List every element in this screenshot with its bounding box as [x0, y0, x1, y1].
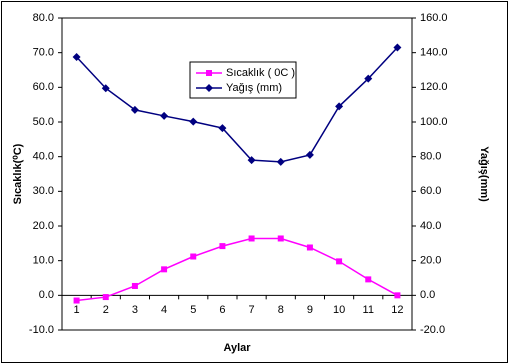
data-point: [131, 282, 138, 289]
y2-tick-label: 20.0: [420, 255, 441, 267]
y2-tick-label: 0.0: [420, 289, 435, 301]
x-tick-label: 11: [363, 304, 374, 316]
y-tick-label: 20.0: [33, 220, 54, 232]
y-tick-label: 70.0: [33, 47, 54, 59]
y2-tick-label: -20.0: [420, 324, 445, 336]
data-point: [219, 243, 226, 250]
data-point: [190, 253, 197, 260]
y-tick-label: 10.0: [33, 255, 54, 267]
data-point: [218, 124, 227, 133]
data-point: [277, 235, 284, 242]
y-tick-label: 40.0: [33, 151, 54, 163]
data-point: [101, 84, 110, 93]
x-tick-label: 9: [307, 304, 313, 316]
data-point: [393, 43, 402, 52]
x-tick-label: 2: [103, 304, 109, 316]
data-point: [305, 150, 314, 159]
plot-area: [61, 17, 413, 331]
y-tick-label: 60.0: [33, 81, 54, 93]
data-point: [72, 53, 81, 61]
data-point: [73, 297, 80, 304]
x-tick-label: 3: [132, 304, 138, 316]
y2-tick-label: 40.0: [420, 220, 441, 232]
x-tick-label: 6: [219, 304, 225, 316]
y-tick-label: 30.0: [33, 185, 54, 197]
x-tick-label: 5: [190, 304, 196, 316]
data-point: [189, 117, 198, 126]
legend-label: Yağış (mm): [226, 82, 282, 94]
data-point: [394, 292, 401, 299]
y2-tick-label: 120.0: [420, 81, 448, 93]
x-tick-label: 8: [278, 304, 284, 316]
y-tick-label: 80.0: [33, 12, 54, 24]
y-tick-label: -10.0: [29, 324, 54, 336]
data-point: [364, 74, 373, 83]
y-axis-title: Sıcaklık(⁰C): [12, 143, 24, 204]
data-point: [336, 258, 343, 265]
legend-box: [189, 61, 297, 99]
y2-tick-label: 80.0: [420, 151, 441, 163]
x-tick-label: 7: [249, 304, 255, 316]
data-point: [102, 294, 109, 301]
data-point: [161, 266, 168, 273]
series-line: [76, 46, 398, 163]
y2-axis-title: Yağış(mm): [478, 146, 490, 202]
data-point: [335, 102, 344, 111]
series-line: [76, 237, 398, 302]
y2-tick-label: 160.0: [420, 12, 448, 24]
legend-label: Sıcaklık ( 0C ): [226, 67, 295, 79]
data-point: [247, 156, 256, 165]
data-point: [306, 244, 313, 251]
x-tick-label: 10: [333, 304, 345, 316]
data-point: [276, 157, 285, 166]
y2-tick-label: 60.0: [420, 185, 441, 197]
y-tick-label: 50.0: [33, 116, 54, 128]
x-tick-label: 4: [161, 304, 167, 316]
x-tick-label: 12: [391, 304, 403, 316]
x-axis-title: Aylar: [223, 342, 251, 354]
legend-marker: [206, 70, 212, 76]
x-tick-label: 1: [74, 304, 80, 316]
y2-tick-label: 100.0: [420, 116, 448, 128]
legend-marker: [205, 84, 213, 92]
data-point: [248, 235, 255, 242]
y2-tick-label: 140.0: [420, 47, 448, 59]
data-point: [160, 111, 169, 120]
data-point: [365, 276, 372, 283]
y-tick-label: 0.0: [39, 289, 54, 301]
data-point: [130, 105, 139, 114]
